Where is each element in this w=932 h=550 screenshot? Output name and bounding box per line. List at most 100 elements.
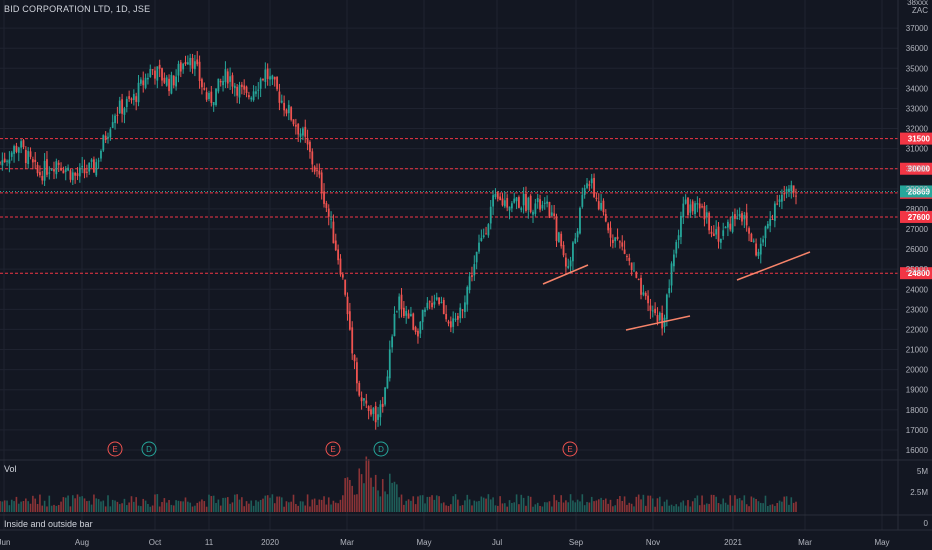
candle-body — [722, 230, 725, 237]
volume-bar — [147, 504, 149, 512]
candle-body — [179, 62, 182, 72]
candle-body — [419, 321, 422, 334]
volume-bar — [612, 506, 614, 512]
candle-body — [271, 75, 274, 80]
volume-bar — [522, 497, 525, 512]
candle-body — [189, 57, 192, 66]
volume-bar — [330, 504, 332, 512]
candle-body — [520, 208, 523, 210]
volume-bar — [792, 502, 795, 512]
volume-bar — [755, 498, 757, 512]
volume-bar — [121, 503, 123, 512]
candle-body — [776, 203, 779, 205]
volume-bar — [769, 504, 771, 512]
volume-bar — [292, 494, 295, 512]
candle-body — [76, 173, 79, 176]
time-tick-label: 2020 — [261, 538, 279, 547]
candle-body — [53, 169, 55, 172]
volume-bar — [175, 500, 177, 512]
candle-body — [121, 99, 124, 114]
candle-body — [494, 193, 497, 198]
candle-body — [135, 96, 138, 102]
candle-body — [555, 216, 558, 242]
volume-bar — [318, 499, 321, 512]
candle-body — [665, 294, 668, 320]
volume-bar — [22, 501, 25, 512]
time-tick-label: Sep — [569, 538, 584, 547]
volume-bar — [32, 495, 34, 512]
volume-bar — [583, 505, 586, 512]
volume-bar — [684, 505, 687, 512]
candle-body — [471, 275, 473, 277]
candle-body — [31, 159, 34, 163]
candle-body — [262, 78, 264, 81]
candle-body — [400, 294, 403, 310]
volume-bar — [3, 500, 6, 512]
candle-body — [224, 69, 227, 83]
volume-bar — [743, 495, 746, 512]
candle-body — [363, 398, 365, 401]
candle-body — [60, 167, 62, 171]
volume-bar — [572, 500, 574, 512]
volume-bar — [198, 501, 201, 512]
volume-bar — [365, 456, 368, 512]
volume-bar — [391, 482, 393, 512]
volume-bar — [626, 504, 628, 512]
candle-body — [623, 249, 626, 254]
volume-bar — [140, 506, 142, 512]
candle-body — [736, 218, 739, 220]
volume-bar — [316, 505, 318, 512]
indicator-tick-label: 0 — [924, 519, 929, 528]
candle-body — [431, 302, 433, 308]
volume-bar — [248, 503, 250, 512]
candle-body — [320, 172, 323, 194]
volume-bar — [86, 501, 88, 512]
volume-bar — [668, 505, 671, 512]
volume-bar — [541, 506, 544, 512]
volume-bar — [255, 500, 257, 512]
candle-body — [313, 166, 316, 172]
candle-body — [414, 327, 417, 332]
volume-bar — [332, 500, 335, 512]
volume-bar — [118, 504, 121, 512]
candle-body — [536, 198, 539, 203]
candle-body — [548, 201, 551, 218]
volume-bar — [776, 502, 779, 512]
volume-bar — [473, 500, 476, 512]
candle-body — [480, 237, 483, 241]
candle-body — [604, 214, 607, 222]
volume-bar — [670, 504, 673, 512]
volume-bar — [593, 501, 595, 512]
volume-bar — [398, 497, 400, 512]
volume-bar — [576, 499, 579, 512]
candle-body — [353, 355, 356, 362]
candle-body — [325, 203, 328, 209]
candle-body — [731, 215, 734, 232]
volume-bar — [717, 503, 720, 512]
candle-body — [238, 84, 241, 98]
volume-bar — [360, 474, 363, 512]
candle-body — [642, 292, 645, 295]
candle-body — [602, 200, 605, 213]
volume-bar — [342, 495, 344, 512]
candle-body — [391, 336, 394, 348]
volume-bar — [396, 484, 398, 512]
candle-body — [175, 76, 178, 87]
price-tick-label: 21000 — [906, 346, 929, 355]
volume-bar — [752, 497, 755, 512]
candle-body — [466, 287, 469, 305]
volume-bar — [750, 496, 753, 512]
grid — [0, 0, 898, 530]
volume-bar — [323, 496, 325, 512]
candle-body — [327, 208, 330, 217]
candle-body — [62, 170, 65, 174]
volume-bar — [149, 506, 152, 512]
candle-body — [567, 266, 570, 269]
volume-bar — [43, 500, 46, 512]
candle-body — [132, 94, 135, 100]
volume-bar — [290, 501, 292, 512]
volume-bar — [487, 494, 490, 512]
volume-bar — [579, 501, 581, 512]
volume-bar — [691, 501, 694, 512]
volume-bar — [748, 506, 750, 512]
